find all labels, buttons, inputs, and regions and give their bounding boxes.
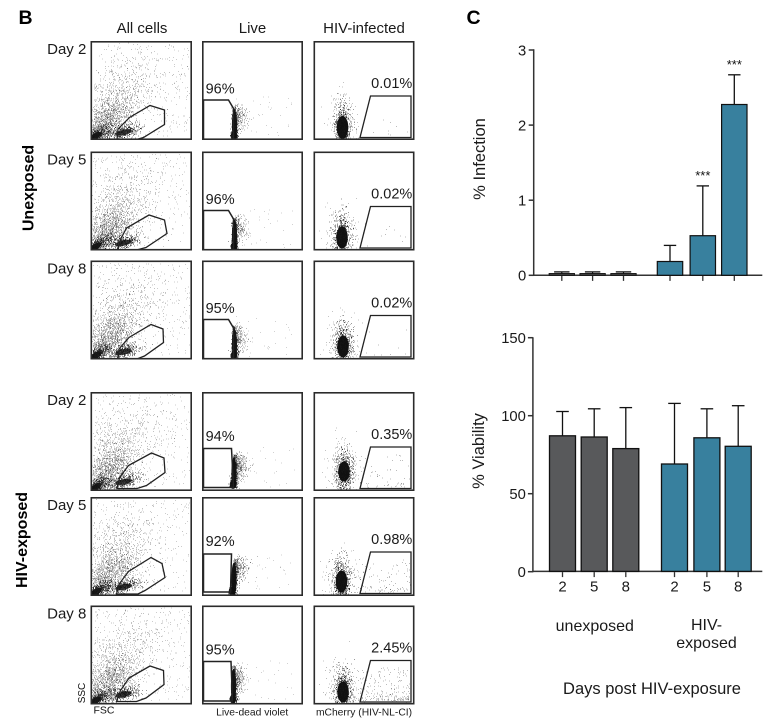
svg-text:100: 100 xyxy=(501,409,526,425)
svg-text:95%: 95% xyxy=(206,642,235,658)
svg-text:C: C xyxy=(467,7,481,29)
svg-text:HIV-exposed: HIV-exposed xyxy=(14,492,31,588)
svg-text:FSC: FSC xyxy=(94,705,115,717)
svg-text:2: 2 xyxy=(518,118,526,134)
svg-text:SSC: SSC xyxy=(77,683,88,704)
svg-text:Day 5: Day 5 xyxy=(47,497,86,514)
svg-text:0.02%: 0.02% xyxy=(371,295,412,311)
svg-text:***: *** xyxy=(727,57,742,72)
svg-text:Unexposed: Unexposed xyxy=(21,145,38,231)
svg-text:8: 8 xyxy=(734,579,742,596)
svg-text:150: 150 xyxy=(501,331,526,347)
svg-text:2.45%: 2.45% xyxy=(371,640,412,656)
svg-text:2: 2 xyxy=(670,579,678,596)
svg-text:unexposed: unexposed xyxy=(556,618,634,635)
svg-text:mCherry (HIV-NL-CI): mCherry (HIV-NL-CI) xyxy=(316,708,412,719)
svg-text:92%: 92% xyxy=(206,534,235,550)
svg-text:Day 2: Day 2 xyxy=(47,41,86,58)
svg-text:***: *** xyxy=(695,168,710,183)
svg-text:0: 0 xyxy=(518,269,526,285)
svg-text:1: 1 xyxy=(518,194,526,210)
svg-text:Days post HIV-exposure: Days post HIV-exposure xyxy=(563,680,741,698)
svg-text:96%: 96% xyxy=(206,81,235,97)
svg-text:All cells: All cells xyxy=(117,20,168,37)
svg-text:3: 3 xyxy=(518,43,526,59)
svg-text:Day 8: Day 8 xyxy=(47,606,86,623)
svg-text:HIV-: HIV- xyxy=(691,617,722,634)
svg-text:0.98%: 0.98% xyxy=(371,532,412,548)
svg-text:Live-dead violet: Live-dead violet xyxy=(216,708,288,719)
svg-text:0.35%: 0.35% xyxy=(371,427,412,443)
svg-text:HIV-infected: HIV-infected xyxy=(323,20,405,37)
svg-text:0.02%: 0.02% xyxy=(371,186,412,202)
svg-text:94%: 94% xyxy=(206,429,235,445)
svg-text:% Viability: % Viability xyxy=(470,412,488,489)
svg-text:exposed: exposed xyxy=(676,635,737,652)
svg-text:Day 5: Day 5 xyxy=(47,152,86,169)
svg-text:8: 8 xyxy=(622,579,630,596)
svg-text:95%: 95% xyxy=(206,301,235,317)
svg-text:Live: Live xyxy=(239,20,267,37)
svg-text:5: 5 xyxy=(590,579,598,596)
svg-text:Day 8: Day 8 xyxy=(47,261,86,278)
svg-text:% Infection: % Infection xyxy=(471,118,489,200)
svg-text:50: 50 xyxy=(509,487,525,503)
svg-text:0: 0 xyxy=(518,565,526,581)
svg-text:96%: 96% xyxy=(206,192,235,208)
svg-text:2: 2 xyxy=(558,579,566,596)
svg-text:Day 2: Day 2 xyxy=(47,392,86,409)
svg-text:0.01%: 0.01% xyxy=(371,76,412,92)
svg-text:B: B xyxy=(19,7,33,29)
svg-text:5: 5 xyxy=(703,579,711,596)
